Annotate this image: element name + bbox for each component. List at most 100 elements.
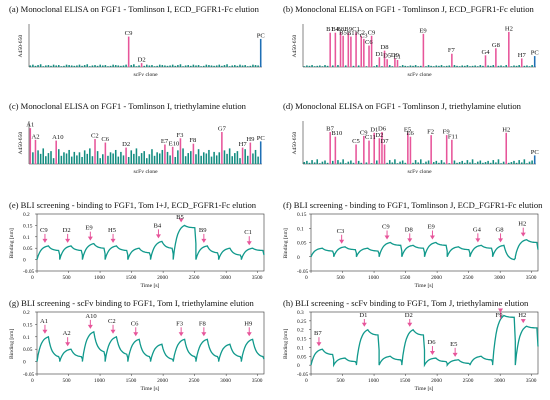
panel-title: (c) Monoclonal ELISA on FGF1 - Tomlinson… [9, 101, 247, 111]
cycle-arrow-head [520, 232, 526, 237]
x-tick-label: 1000 [368, 378, 379, 384]
bar [197, 149, 200, 164]
bar [122, 155, 125, 164]
bar [469, 162, 471, 164]
bar-e6 [409, 136, 412, 164]
bar [412, 162, 414, 164]
x-axis-label: Time [s] [141, 386, 160, 392]
cycle-label: B9 [199, 227, 207, 234]
bar [96, 151, 99, 164]
bar [50, 151, 52, 164]
bar [96, 65, 99, 67]
cycle-label: C2 [108, 318, 116, 325]
bar [78, 152, 81, 164]
bar [458, 66, 461, 67]
bar [482, 65, 484, 67]
bar [34, 65, 37, 67]
bar [388, 65, 391, 67]
bar [57, 149, 60, 164]
cycle-label: A2 [63, 330, 71, 337]
panel-e: (e) BLI screening - binding to FGF1, Tom… [9, 200, 265, 289]
bar [76, 155, 78, 164]
bar [510, 162, 513, 164]
bar-label: C9 [360, 129, 368, 136]
bar [456, 65, 458, 67]
bar-label: G7 [218, 126, 227, 133]
bar [112, 64, 114, 67]
bar [151, 149, 153, 164]
bar [45, 156, 47, 164]
bar [257, 156, 259, 164]
bar [86, 153, 89, 164]
bar [241, 65, 244, 67]
panel-title: (a) Monoclonal ELISA on FGF1 - Tomlinson… [9, 4, 260, 14]
bar [153, 155, 156, 164]
bar [487, 65, 489, 67]
x-tick-label: 3500 [526, 378, 537, 384]
bar [226, 64, 228, 67]
cycle-label: D6 [427, 339, 436, 346]
bar [401, 160, 404, 164]
y-tick-label: 0.3 [297, 310, 304, 316]
bar-c2 [360, 35, 363, 67]
bar-label: B10 [331, 130, 343, 137]
bar [156, 65, 158, 67]
bar [244, 149, 246, 164]
bar [60, 66, 63, 67]
bar-label: C1 [352, 26, 360, 33]
bar [350, 160, 352, 164]
y-tick-label: 0.15 [297, 337, 307, 343]
y-tick-label: 0.05 [297, 354, 307, 360]
panel-c: (c) Monoclonal ELISA on FGF1 - Tomlinson… [9, 101, 265, 175]
bar-h7 [241, 147, 244, 164]
cycle-label: H9 [244, 320, 253, 327]
bar-d5 [386, 59, 388, 67]
x-tick-label: 2000 [431, 275, 442, 281]
bar [453, 65, 456, 67]
bar [187, 65, 189, 67]
cycle-label: D2 [63, 227, 71, 234]
panel-d: (d) Monoclonal ELISA on FGF1 - Tomlinson… [283, 101, 539, 175]
bar [156, 152, 158, 164]
bar-pc [259, 141, 262, 164]
bar [482, 162, 484, 164]
bar [50, 65, 52, 67]
cycle-arrow-head [201, 332, 207, 337]
bar [326, 162, 329, 164]
bar-label: D2 [138, 57, 146, 64]
bar [508, 162, 510, 164]
bar-f8 [192, 143, 195, 164]
y-tick-label: 0 [297, 255, 300, 261]
bar [432, 162, 435, 164]
bar-b10 [334, 136, 337, 164]
bar [515, 65, 518, 67]
bar [414, 65, 417, 67]
x-axis-label: scFv clone [134, 72, 159, 78]
bar-label: A1 [26, 122, 34, 129]
bar-b4 [334, 32, 337, 67]
bar-label: E9 [419, 27, 427, 34]
bar [112, 153, 114, 164]
bar [153, 66, 156, 67]
bar [102, 65, 104, 67]
bar [208, 65, 210, 67]
bar [313, 162, 316, 164]
bar [414, 160, 417, 164]
cycle-label: D1 [359, 312, 367, 319]
bar [234, 153, 236, 164]
y-tick-label: 0.2 [23, 212, 30, 218]
bar-e7 [164, 144, 166, 164]
bar-label: E7 [161, 138, 169, 145]
bar [171, 64, 174, 67]
bar [500, 163, 502, 164]
bar [502, 161, 505, 164]
bar-label: PC [531, 149, 540, 156]
bar [443, 162, 445, 164]
panel-title: (f) BLI screening - binding to FGF1, Tom… [283, 200, 543, 210]
bar [326, 65, 329, 67]
bar [205, 153, 208, 164]
bar [528, 66, 531, 67]
bar [440, 65, 443, 67]
bar [365, 66, 368, 67]
bar [497, 159, 500, 164]
